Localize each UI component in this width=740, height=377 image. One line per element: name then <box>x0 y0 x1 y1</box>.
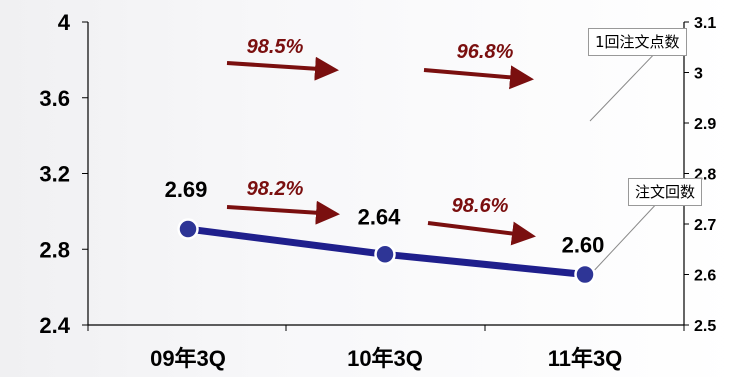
data-labels: 3.663.603.4998.5%96.8%2.692.642.6098.2%9… <box>165 36 605 258</box>
y-left-tick-label: 4 <box>58 10 71 35</box>
legend-entry-order-items: 1回注文点数 <box>588 28 687 56</box>
x-tick-label: 10年3Q <box>347 346 423 371</box>
legend-leader-line <box>589 199 661 276</box>
ratio-arrow <box>226 200 340 225</box>
y-left-tick-label: 3.2 <box>39 162 70 187</box>
legend-leader-lines <box>589 47 661 276</box>
series-layer <box>177 218 596 286</box>
y-right-tick-label: 3.1 <box>694 15 716 32</box>
y-right-tick-label: 3 <box>694 66 703 83</box>
x-tick-label: 11年3Q <box>548 346 623 371</box>
y-left-tick-label: 2.8 <box>39 237 70 262</box>
ratio-label: 98.2% <box>247 178 304 200</box>
y-right-tick-label: 2.9 <box>694 116 716 133</box>
data-point <box>374 243 396 266</box>
ratio-label: 98.5% <box>247 36 304 58</box>
y-left-tick-label: 2.4 <box>39 313 70 338</box>
axes <box>82 21 689 331</box>
ratio-arrow <box>226 56 339 81</box>
x-tick-label: 09年3Q <box>150 346 226 371</box>
y-right-tick-label: 2.7 <box>694 217 716 234</box>
ratio-arrow <box>427 221 536 246</box>
ratio-label: 96.8% <box>457 41 514 63</box>
legend-entry-order-count: 注文回数 <box>628 178 703 206</box>
y-left-tick-label: 3.6 <box>39 86 70 111</box>
data-label: 2.64 <box>358 204 402 229</box>
legend-leader-line <box>589 47 661 122</box>
data-point <box>574 263 596 286</box>
data-point <box>177 218 199 240</box>
ratio-arrows <box>226 56 536 246</box>
ratio-label: 98.6% <box>452 195 509 217</box>
y-right-tick-label: 2.5 <box>694 318 716 335</box>
y-right-tick-label: 2.6 <box>694 268 716 285</box>
data-label: 2.69 <box>165 177 208 202</box>
ratio-arrow <box>423 65 534 90</box>
data-label: 2.60 <box>562 233 605 258</box>
